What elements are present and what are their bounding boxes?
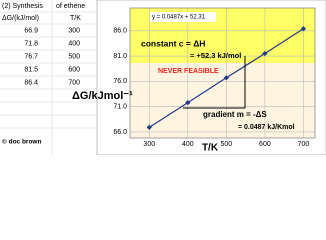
y-tick-label: 81.0 (113, 53, 127, 60)
plot-border (129, 7, 316, 139)
plot (130, 8, 315, 138)
screenshot: (2) Synthesis of ethene ΔG/(kJ/mol) T/K … (0, 0, 326, 156)
annotation-box (150, 12, 216, 22)
table-title: (2) Synthesis (2, 3, 43, 10)
annotation: y = 0.0487x + 52.31 (152, 15, 206, 21)
table-cell: 400 (68, 40, 80, 47)
plot-zone-lower (130, 63, 315, 138)
table-cell: 500 (68, 53, 80, 60)
y-tick-label: 71.0 (113, 103, 127, 110)
table-cell: 300 (68, 27, 80, 34)
x-tick-label: 700 (298, 141, 310, 148)
annotations: y = 0.0487x + 52.31 constant c = ΔH = +52.… (141, 12, 295, 131)
table-cell: 86.4 (24, 79, 38, 86)
data-point (146, 124, 152, 130)
table-cell: 81.5 (24, 66, 38, 73)
y-tick-label: 86.0 (113, 28, 127, 35)
x-tick-label: 600 (259, 141, 271, 148)
table-cell: 71.8 (24, 40, 38, 47)
x-tick-label: 400 (182, 141, 194, 148)
annotation: constant c = ΔH (141, 38, 205, 48)
column-header: ΔG/(kJ/mol) (2, 15, 39, 22)
table-title: of ethene (56, 3, 85, 10)
data-point (262, 50, 268, 57)
annotation: NEVER FEASIBLE (158, 68, 219, 75)
x-tick-label: 300 (143, 141, 155, 148)
x-axis-label: T/K (202, 143, 219, 154)
annotation: = 0.0487 kJ/Kmol (238, 124, 295, 131)
credit: © doc brown (2, 138, 41, 146)
annotation: gradient m = -ΔS (203, 110, 267, 119)
table-cell: 600 (68, 66, 80, 73)
cell-grid (0, 0, 97, 155)
y-tick-label: 76.0 (113, 78, 127, 85)
table-cell: 76.7 (24, 53, 38, 60)
y-axis-label: ΔG/kJmol⁻¹ (72, 90, 133, 102)
data-point (223, 75, 229, 81)
x-tick-label: 500 (221, 141, 233, 148)
annotation: = +52.3 kJ/mol (190, 51, 241, 60)
column-header: T/K (70, 15, 81, 22)
y-tick-label: 66.0 (113, 129, 127, 136)
data-point (300, 26, 307, 32)
table-cell: 66.9 (24, 27, 38, 34)
table-rows: 66.9 300 71.8 400 76.7 500 81.5 600 86.4 700 (24, 27, 80, 86)
data-point (185, 99, 191, 106)
table-cell: 700 (68, 79, 80, 86)
